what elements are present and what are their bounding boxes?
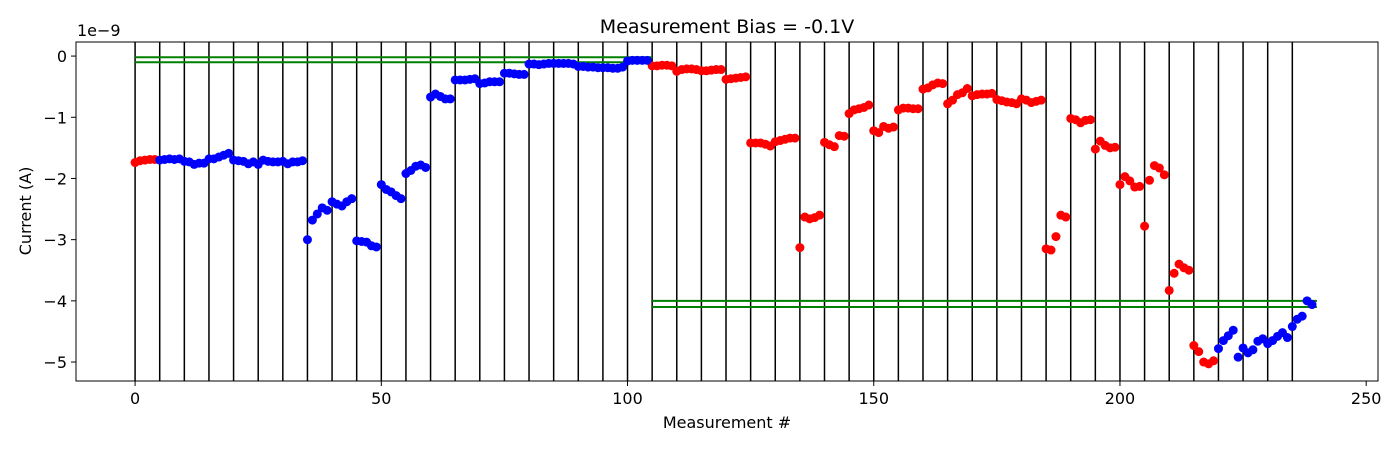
chart-title: Measurement Bias = -0.1V: [600, 16, 854, 38]
data-point: [1090, 144, 1100, 154]
y-tick-label: −1: [43, 108, 67, 127]
data-point: [302, 235, 312, 245]
data-point: [874, 128, 884, 138]
data-point: [1228, 325, 1238, 335]
data-point: [1159, 170, 1169, 180]
data-point: [618, 62, 628, 72]
data-point: [1154, 163, 1164, 173]
x-tick-label: 0: [130, 389, 140, 408]
data-point: [1051, 232, 1061, 242]
data-point: [829, 142, 839, 152]
data-point: [888, 122, 898, 132]
data-point: [1209, 356, 1219, 366]
data-point: [1287, 322, 1297, 332]
data-point: [1169, 268, 1179, 278]
y-offset-label: 1e−9: [77, 21, 121, 40]
data-point: [1145, 175, 1155, 185]
data-point: [371, 242, 381, 252]
data-point: [815, 210, 825, 220]
data-point: [1213, 344, 1223, 354]
y-axis-label: Current (A): [16, 167, 35, 256]
data-point: [1125, 176, 1135, 186]
data-point: [1140, 221, 1150, 231]
data-point: [1194, 347, 1204, 357]
data-point: [322, 205, 332, 215]
data-point: [913, 104, 923, 114]
data-point: [1085, 115, 1095, 125]
data-point: [519, 69, 529, 79]
data-point: [1282, 333, 1292, 343]
data-point: [962, 84, 972, 94]
x-tick-label: 150: [858, 389, 889, 408]
data-point: [790, 133, 800, 143]
data-point: [1297, 311, 1307, 321]
data-point: [1164, 285, 1174, 295]
data-point: [421, 162, 431, 172]
x-tick-label: 200: [1105, 389, 1136, 408]
x-tick-label: 100: [612, 389, 643, 408]
y-tick-label: 0: [57, 47, 67, 66]
x-tick-label: 250: [1351, 389, 1382, 408]
data-point: [307, 215, 317, 225]
data-point: [1115, 180, 1125, 190]
data-point: [839, 131, 849, 141]
data-point: [224, 148, 234, 158]
data-point: [1248, 345, 1258, 355]
data-point: [1061, 212, 1071, 222]
y-tick-label: −4: [43, 292, 67, 311]
data-point: [864, 100, 874, 110]
data-point: [987, 88, 997, 98]
x-tick-label: 50: [371, 389, 391, 408]
y-tick-label: −2: [43, 169, 67, 188]
y-tick-label: −3: [43, 231, 67, 250]
plot-frame: [75, 41, 1379, 382]
data-point: [445, 94, 455, 104]
data-point: [1135, 181, 1145, 191]
data-point: [494, 77, 504, 87]
data-point: [1110, 142, 1120, 152]
data-point: [1184, 265, 1194, 275]
data-point: [716, 65, 726, 75]
data-point: [1189, 341, 1199, 351]
data-point: [298, 156, 308, 166]
data-point: [642, 55, 652, 65]
data-point: [1036, 95, 1046, 105]
data-point: [1307, 300, 1317, 310]
data-point: [347, 194, 357, 204]
data-point: [312, 209, 322, 219]
data-point: [396, 194, 406, 204]
data-point: [1233, 352, 1243, 362]
data-point: [795, 243, 805, 253]
data-point: [938, 79, 948, 89]
data-point: [1046, 245, 1056, 255]
x-axis-label: Measurement #: [663, 413, 791, 432]
data-point: [741, 72, 751, 82]
y-tick-label: −5: [43, 353, 67, 372]
